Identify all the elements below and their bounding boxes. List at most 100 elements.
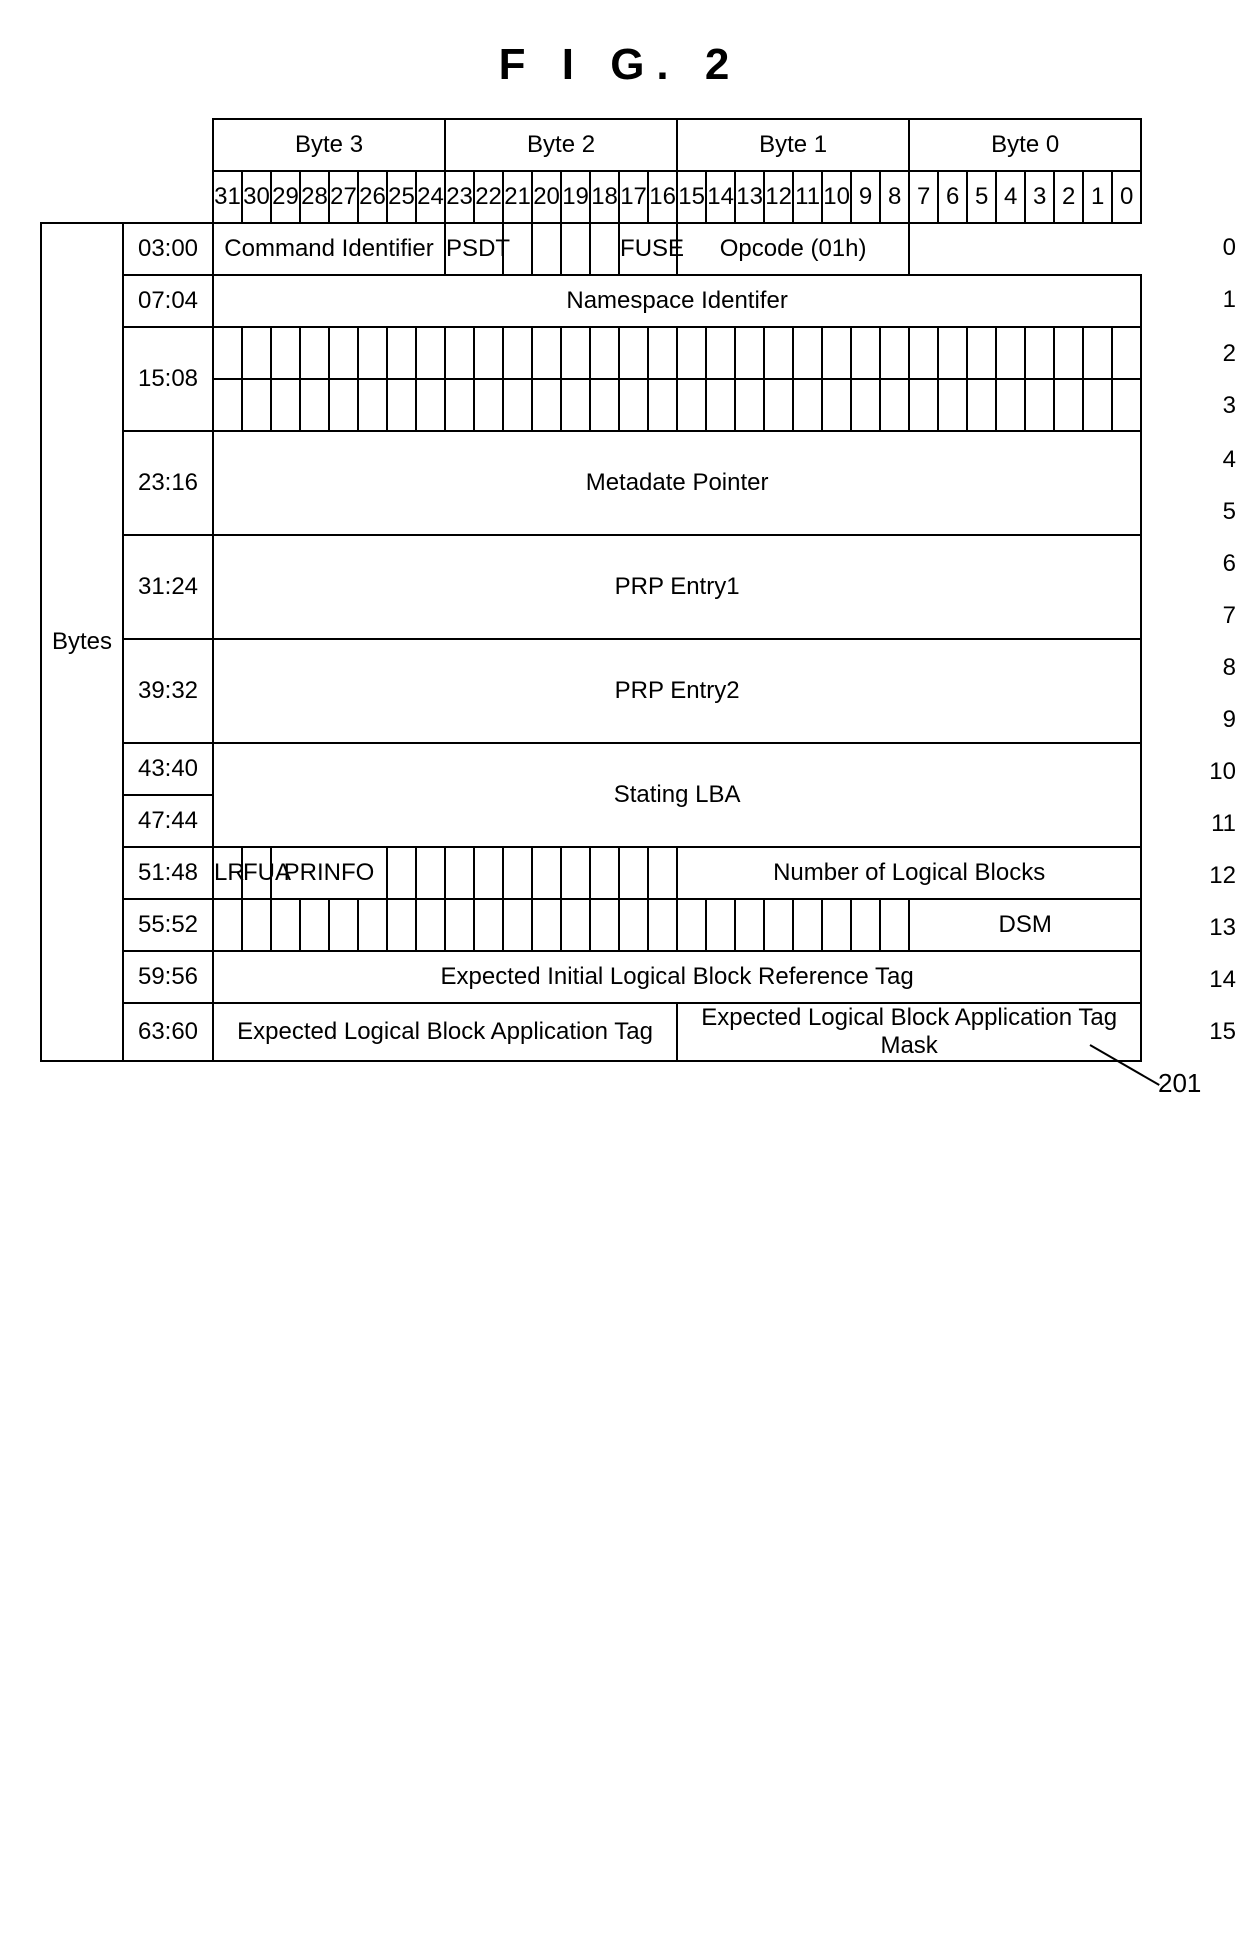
right-index-14: 14 — [1209, 966, 1236, 994]
bit-12: 12 — [764, 171, 793, 223]
right-index-1: 1 — [1223, 286, 1236, 314]
bit-17: 17 — [619, 171, 648, 223]
grid-cell — [619, 379, 648, 431]
grid-cell — [909, 379, 938, 431]
grid-cell — [851, 327, 880, 379]
bit-8: 8 — [880, 171, 909, 223]
grid-cell — [1025, 379, 1054, 431]
grid-cell — [416, 379, 445, 431]
grid-cell — [503, 379, 532, 431]
row-51-48: 51:48 LR FUA PRINFO Number of Logical Bl… — [41, 847, 1141, 899]
grid-cell — [967, 327, 996, 379]
bit-10: 10 — [822, 171, 851, 223]
callout-201: 201 — [1158, 1068, 1201, 1099]
grid-cell — [271, 327, 300, 379]
field-metadata-pointer: Metadate Pointer — [213, 431, 1141, 535]
addr-07-04: 07:04 — [123, 275, 213, 327]
grid-cell — [1112, 379, 1141, 431]
grid-cell — [764, 327, 793, 379]
bit-number-row: 31 30 29 28 27 26 25 24 23 22 21 20 19 1… — [41, 171, 1141, 223]
addr-43-40: 43:40 — [123, 743, 213, 795]
grid-cell — [213, 327, 242, 379]
empty-cell — [532, 223, 561, 275]
bit-25: 25 — [387, 171, 416, 223]
grid-cell — [822, 379, 851, 431]
grid-cell — [648, 327, 677, 379]
field-prp-entry2: PRP Entry2 — [213, 639, 1141, 743]
grid-cell — [445, 379, 474, 431]
bit-24: 24 — [416, 171, 445, 223]
grid-cell — [561, 327, 590, 379]
grid-cell — [474, 327, 503, 379]
byte1-header: Byte 1 — [677, 119, 909, 171]
grid-cell — [503, 327, 532, 379]
grid-cell — [242, 327, 271, 379]
bit-23: 23 — [445, 171, 474, 223]
bit-2: 2 — [1054, 171, 1083, 223]
bit-15: 15 — [677, 171, 706, 223]
bit-3: 3 — [1025, 171, 1054, 223]
empty-cell — [648, 899, 677, 951]
field-expected-lbat-mask: Expected Logical Block Application Tag M… — [677, 1003, 1141, 1061]
empty-cell — [242, 899, 271, 951]
byte0-header: Byte 0 — [909, 119, 1141, 171]
empty-cell — [764, 899, 793, 951]
bit-0: 0 — [1112, 171, 1141, 223]
field-lr: LR — [213, 847, 242, 899]
bit-28: 28 — [300, 171, 329, 223]
grid-cell — [242, 379, 271, 431]
field-dsm: DSM — [909, 899, 1141, 951]
right-index-7: 7 — [1223, 602, 1236, 630]
addr-59-56: 59:56 — [123, 951, 213, 1003]
grid-cell — [358, 327, 387, 379]
row-31-24: 31:24 PRP Entry1 — [41, 535, 1141, 639]
empty-cell — [271, 899, 300, 951]
grid-cell — [329, 327, 358, 379]
row-15-08-a: 15:08 — [41, 327, 1141, 379]
empty-cell — [851, 899, 880, 951]
empty-cell — [822, 899, 851, 951]
grid-cell — [532, 379, 561, 431]
addr-55-52: 55:52 — [123, 899, 213, 951]
right-index-8: 8 — [1223, 654, 1236, 682]
grid-cell — [590, 379, 619, 431]
row-43-40: 43:40 Stating LBA — [41, 743, 1141, 795]
grid-cell — [996, 327, 1025, 379]
bit-29: 29 — [271, 171, 300, 223]
empty-cell — [445, 847, 474, 899]
grid-cell — [677, 379, 706, 431]
empty-cell — [677, 899, 706, 951]
grid-cell — [358, 379, 387, 431]
byte2-header: Byte 2 — [445, 119, 677, 171]
grid-cell — [300, 327, 329, 379]
addr-39-32: 39:32 — [123, 639, 213, 743]
empty-cell — [532, 847, 561, 899]
grid-cell — [1025, 327, 1054, 379]
field-fuse: FUSE — [619, 223, 677, 275]
right-index-5: 5 — [1223, 498, 1236, 526]
grid-cell — [880, 327, 909, 379]
empty-cell — [474, 847, 503, 899]
field-namespace-identifier: Namespace Identifer — [213, 275, 1141, 327]
bit-20: 20 — [532, 171, 561, 223]
empty-cell — [619, 847, 648, 899]
empty-cell — [561, 223, 590, 275]
addr-47-44: 47:44 — [123, 795, 213, 847]
byte-group-header-row: Byte 3 Byte 2 Byte 1 Byte 0 — [41, 119, 1141, 171]
right-index-11: 11 — [1211, 810, 1236, 838]
grid-cell — [793, 379, 822, 431]
grid-cell — [387, 327, 416, 379]
bit-6: 6 — [938, 171, 967, 223]
empty-cell — [880, 899, 909, 951]
empty-cell — [793, 899, 822, 951]
grid-cell — [1083, 327, 1112, 379]
addr-51-48: 51:48 — [123, 847, 213, 899]
grid-cell — [648, 379, 677, 431]
addr-23-16: 23:16 — [123, 431, 213, 535]
empty-cell — [648, 847, 677, 899]
grid-cell — [793, 327, 822, 379]
addr-31-24: 31:24 — [123, 535, 213, 639]
row-39-32: 39:32 PRP Entry2 — [41, 639, 1141, 743]
empty-cell — [387, 899, 416, 951]
bit-7: 7 — [909, 171, 938, 223]
